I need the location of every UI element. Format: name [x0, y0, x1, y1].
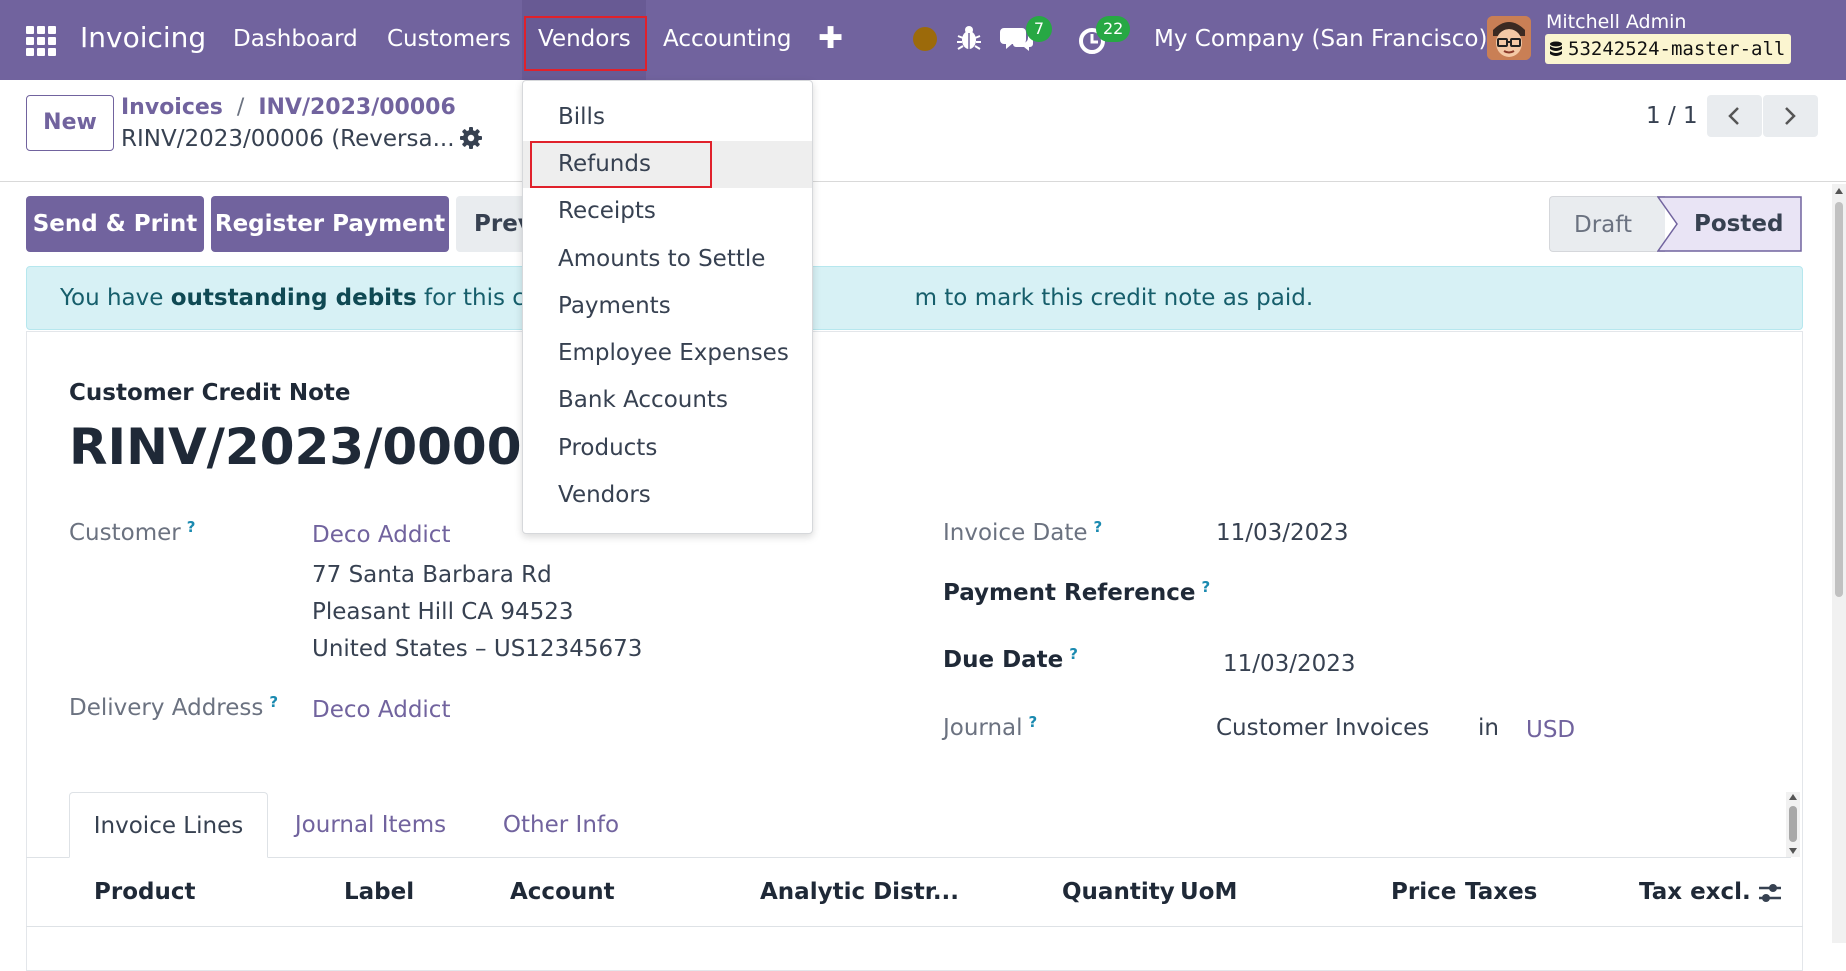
nav-customers[interactable]: Customers: [387, 26, 511, 52]
currency-field[interactable]: USD: [1526, 717, 1576, 743]
debug-bug-icon[interactable]: [956, 24, 982, 52]
menu-item-bills[interactable]: Bills: [558, 104, 605, 130]
vendors-dropdown-menu: Bills Refunds Receipts Amounts to Settle…: [522, 80, 813, 534]
menu-item-vendors[interactable]: Vendors: [558, 482, 651, 508]
status-posted-label: Posted: [1694, 211, 1784, 237]
status-posted[interactable]: Posted: [1657, 196, 1803, 252]
help-icon[interactable]: ?: [1069, 645, 1078, 663]
breadcrumb-invoices[interactable]: Invoices: [121, 95, 223, 120]
help-icon[interactable]: ?: [186, 518, 196, 536]
invoice-date-field[interactable]: 11/03/2023: [1216, 520, 1349, 546]
tab-other-info[interactable]: Other Info: [502, 812, 620, 838]
column-account[interactable]: Account: [510, 879, 615, 905]
column-analytic-distribution[interactable]: Analytic Distr...: [760, 879, 960, 905]
column-tax-excluded[interactable]: Tax excl.: [1639, 879, 1751, 905]
control-panel: [0, 80, 1846, 182]
column-options-icon[interactable]: [1757, 880, 1783, 906]
current-record-name: RINV/2023/00006 (Reversa...: [121, 126, 455, 152]
vendors-menu-active-bg: [522, 0, 646, 80]
delivery-address-label: Delivery Address?: [69, 693, 279, 721]
customer-address-line: 77 Santa Barbara Rd: [312, 562, 552, 588]
status-bar: Draft Posted: [1549, 196, 1803, 252]
app-brand[interactable]: Invoicing: [80, 21, 207, 54]
invoice-date-label: Invoice Date?: [943, 518, 1103, 546]
activity-badge: 22: [1096, 16, 1131, 42]
pager-next-button[interactable]: [1763, 95, 1818, 137]
help-icon[interactable]: ?: [1028, 713, 1038, 731]
journal-field[interactable]: Customer Invoices: [1216, 715, 1430, 741]
table-header-divider: [26, 926, 1803, 927]
journal-label: Journal?: [943, 713, 1038, 741]
plus-icon[interactable]: ✚: [818, 21, 844, 56]
status-draft[interactable]: Draft: [1549, 196, 1665, 252]
breadcrumb-separator: /: [236, 95, 245, 120]
form-sheet: [26, 331, 1803, 971]
menu-item-payments[interactable]: Payments: [558, 293, 671, 319]
payment-reference-label: Payment Reference?: [943, 578, 1211, 606]
database-name: 53242524-master-all: [1568, 38, 1786, 60]
company-switcher[interactable]: My Company (San Francisco): [1154, 26, 1488, 52]
register-payment-button[interactable]: Register Payment: [211, 196, 449, 252]
top-navbar: Invoicing Dashboard Customers Vendors Ac…: [0, 0, 1846, 80]
menu-item-products[interactable]: Products: [558, 435, 658, 461]
alert-text-start: You have: [60, 285, 171, 311]
customer-field[interactable]: Deco Addict: [312, 522, 451, 548]
messages-icon[interactable]: [1000, 24, 1034, 54]
breadcrumb: Invoices / INV/2023/00006: [121, 94, 456, 122]
due-date-field[interactable]: 11/03/2023: [1223, 651, 1356, 677]
user-avatar[interactable]: [1487, 16, 1531, 60]
refunds-highlight-box: [530, 141, 712, 188]
column-label[interactable]: Label: [344, 879, 415, 905]
column-price[interactable]: Price: [1391, 879, 1457, 905]
column-product[interactable]: Product: [94, 879, 196, 905]
inner-scrollbar[interactable]: [1786, 792, 1800, 857]
alert-text-end: m to mark this credit note as paid.: [914, 285, 1314, 311]
delivery-address-field[interactable]: Deco Addict: [312, 697, 451, 723]
move-type-label: Customer Credit Note: [69, 380, 351, 406]
tabs-divider: [26, 857, 1791, 858]
help-icon[interactable]: ?: [1093, 518, 1103, 536]
column-taxes[interactable]: Taxes: [1465, 879, 1538, 905]
menu-item-bank-accounts[interactable]: Bank Accounts: [558, 387, 728, 413]
help-icon[interactable]: ?: [269, 693, 279, 711]
nav-accounting[interactable]: Accounting: [663, 26, 792, 52]
help-icon[interactable]: ?: [1201, 578, 1211, 596]
customer-address-line: Pleasant Hill CA 94523: [312, 599, 574, 625]
send-print-button[interactable]: Send & Print: [26, 196, 204, 252]
breadcrumb-invoice-record[interactable]: INV/2023/00006: [258, 95, 456, 120]
app-menu-icon[interactable]: [26, 26, 56, 56]
move-name: RINV/2023/00006: [69, 418, 557, 476]
new-button[interactable]: New: [26, 95, 114, 151]
page-scrollbar[interactable]: [1832, 184, 1846, 943]
column-uom[interactable]: UoM: [1180, 879, 1238, 905]
vendors-highlight-box: [524, 16, 647, 71]
nav-dashboard[interactable]: Dashboard: [233, 26, 358, 52]
outstanding-debits-alert: You have outstanding debits for this cus…: [26, 266, 1803, 330]
chevron-right-icon: [1785, 107, 1796, 125]
menu-item-amounts-to-settle[interactable]: Amounts to Settle: [558, 246, 766, 272]
customer-address-line: United States – US12345673: [312, 636, 643, 662]
nav-vendors[interactable]: Vendors: [538, 26, 631, 52]
gear-icon[interactable]: [459, 126, 483, 150]
menu-item-employee-expenses[interactable]: Employee Expenses: [558, 340, 789, 366]
database-tag: 53242524-master-all: [1545, 34, 1792, 64]
tab-journal-items[interactable]: Journal Items: [294, 812, 447, 838]
journal-in-text: in: [1478, 715, 1499, 741]
column-quantity[interactable]: Quantity: [1062, 879, 1175, 905]
status-dot-icon[interactable]: [913, 27, 937, 51]
alert-outstanding-debits-link[interactable]: outstanding debits: [170, 285, 417, 311]
pager-value[interactable]: 1 / 1: [1646, 103, 1698, 129]
chevron-left-icon: [1728, 107, 1739, 125]
menu-item-refunds[interactable]: Refunds: [523, 141, 812, 188]
menu-item-receipts[interactable]: Receipts: [558, 198, 656, 224]
due-date-label: Due Date?: [943, 645, 1078, 673]
database-icon: [1550, 41, 1562, 56]
customer-label: Customer?: [69, 518, 196, 546]
messages-badge: 7: [1026, 16, 1052, 42]
user-name[interactable]: Mitchell Admin: [1546, 11, 1687, 33]
pager-previous-button[interactable]: [1707, 95, 1762, 137]
tab-invoice-lines[interactable]: Invoice Lines: [69, 792, 268, 858]
